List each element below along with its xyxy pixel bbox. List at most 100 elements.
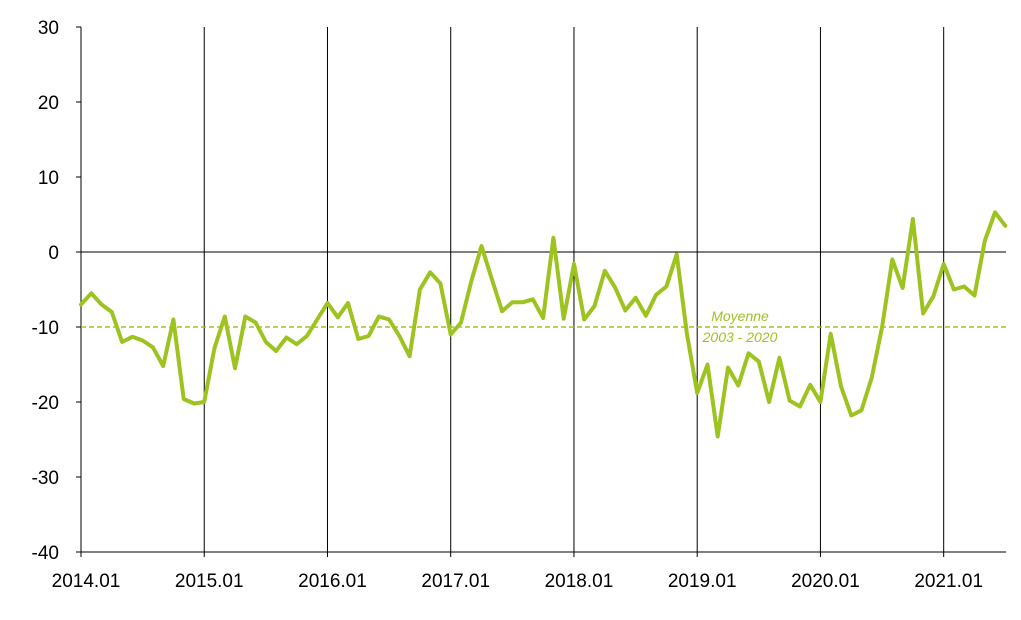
data-point [243,315,247,319]
data-point [664,285,668,289]
data-point [993,210,997,214]
data-point [798,405,802,409]
data-point [110,310,114,314]
data-point [202,400,206,404]
data-point [356,337,360,341]
data-point [480,244,484,248]
data-point [521,300,525,304]
data-point [100,303,104,307]
data-point [151,345,155,349]
average-label-line2: 2003 - 2020 [702,329,778,345]
data-point [860,408,864,412]
data-point [449,333,453,337]
data-point [931,294,935,298]
data-point [377,315,381,319]
x-tick-label: 2014.01 [52,571,121,592]
data-point [89,291,93,295]
axes [80,27,1006,553]
data-point [921,312,925,316]
data-point [829,332,833,336]
data-point [336,315,340,319]
data-point [870,375,874,379]
data-point [788,399,792,403]
data-point [315,318,319,322]
data-point [695,391,699,395]
data-point [500,309,504,313]
x-tick-label: 2016.01 [298,571,367,592]
x-tick-label: 2018.01 [545,571,614,592]
data-point [654,293,658,297]
data-point [295,342,299,346]
data-point [284,336,288,340]
data-point [623,309,627,313]
data-point [973,294,977,298]
data-point [675,252,679,256]
data-point [510,300,514,304]
data-point [983,239,987,243]
data-point [233,366,237,370]
y-tick-label: -10 [32,318,59,339]
x-tick-label: 2017.01 [421,571,490,592]
data-point [264,340,268,344]
data-point [911,217,915,221]
data-point [531,297,535,301]
data-point [849,414,853,418]
data-point [818,400,822,404]
data-point [613,285,617,289]
data-point [747,351,751,355]
x-tick-label: 2015.01 [175,571,244,592]
data-point [634,296,638,300]
data-point [326,301,330,305]
x-tick-label: 2020.01 [791,571,860,592]
data-point [736,384,740,388]
data-point [469,279,473,283]
data-point [551,236,555,240]
data-point [141,339,145,343]
data-point [582,318,586,322]
x-tick-labels: 2014.01 2015.01 2016.01 2017.01 2018.01 2019.… [52,552,983,592]
data-point [438,282,442,286]
data-point [839,384,843,388]
data-point [767,400,771,404]
data-point [541,316,545,320]
y-tick-label: -30 [32,468,59,489]
data-point [408,354,412,358]
data-point [952,288,956,292]
data-point [890,258,894,262]
gridlines [81,27,1006,552]
data-point [880,325,884,329]
data-point [130,335,134,339]
y-tick-label: 30 [38,18,59,39]
data-point [901,286,905,290]
y-tick-label: 20 [38,93,59,114]
y-tick-labels: 30 20 10 0 -10 -20 -30 -40 [32,18,81,564]
data-point [428,270,432,274]
data-point [182,397,186,401]
data-point [706,363,710,367]
y-tick-label: 0 [48,243,59,264]
data-point [418,288,422,292]
data-point [397,334,401,338]
data-point [716,435,720,439]
data-point [726,366,730,370]
y-tick-label: -20 [32,393,59,414]
data-point [459,321,463,325]
data-point [757,360,761,364]
data-point [808,383,812,387]
series-line [79,210,1008,439]
data-point [192,402,196,406]
data-point [593,304,597,308]
y-tick-label: -40 [32,543,59,564]
data-point [367,334,371,338]
data-point [387,318,391,322]
y-tick-label: 10 [38,168,59,189]
data-point [1003,224,1007,228]
data-point [305,334,309,338]
x-tick-label: 2019.01 [668,571,737,592]
data-point [644,314,648,318]
data-point [562,317,566,321]
data-point [490,277,494,281]
data-point [942,262,946,266]
average-label-line1: Moyenne [711,308,769,324]
